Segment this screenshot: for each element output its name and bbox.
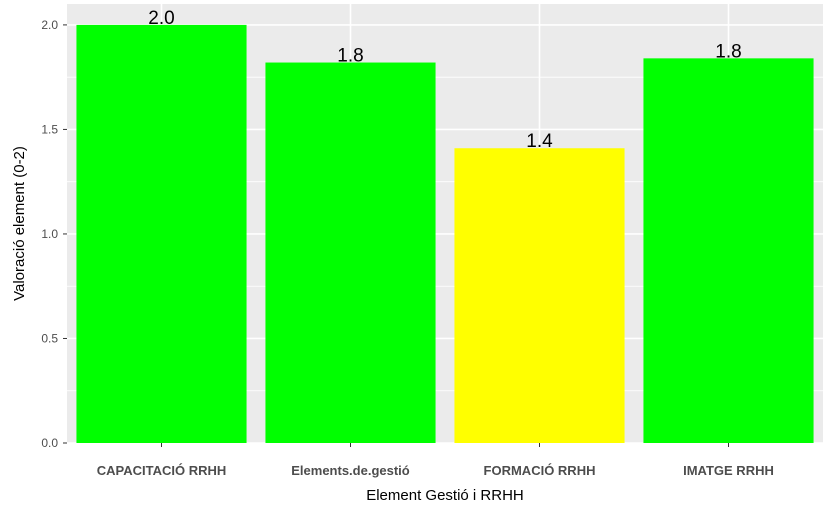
data-label: 1.8 bbox=[715, 41, 741, 62]
y-axis: 0.0 0.5 1.0 1.5 2.0 bbox=[41, 18, 67, 450]
y-tick-label: 0.5 bbox=[41, 331, 58, 345]
bars bbox=[76, 24, 814, 444]
x-axis-title: Element Gestió i RRHH bbox=[366, 487, 524, 504]
x-axis: CAPACITACIÓ RRHH Elements.de.gestió FORMAC… bbox=[97, 443, 774, 478]
bar bbox=[265, 62, 436, 444]
data-label: 2.0 bbox=[148, 8, 174, 29]
y-tick-label: 0.0 bbox=[41, 436, 58, 450]
bar bbox=[454, 148, 625, 443]
data-labels: 2.0 1.8 1.4 1.8 bbox=[148, 8, 741, 152]
bar bbox=[76, 24, 247, 444]
x-tick-label: IMATGE RRHH bbox=[683, 463, 774, 478]
data-label: 1.8 bbox=[337, 46, 363, 67]
y-tick-label: 2.0 bbox=[41, 18, 58, 32]
x-tick-label: FORMACIÓ RRHH bbox=[484, 463, 596, 478]
y-tick-label: 1.0 bbox=[41, 227, 58, 241]
data-label: 1.4 bbox=[526, 131, 553, 152]
x-tick-label: CAPACITACIÓ RRHH bbox=[97, 463, 227, 478]
bar bbox=[643, 58, 814, 443]
y-axis-title: Valoració element (0-2) bbox=[11, 146, 28, 301]
y-tick-label: 1.5 bbox=[41, 122, 58, 136]
x-tick-label: Elements.de.gestió bbox=[291, 463, 410, 478]
